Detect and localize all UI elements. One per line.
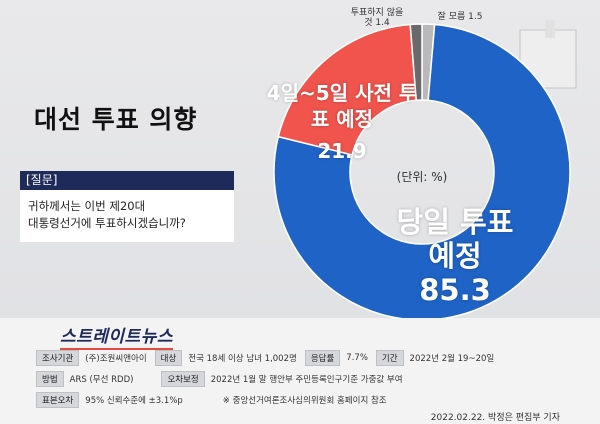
info-label: 표본오차 bbox=[36, 392, 80, 408]
info-label: 조사기관 bbox=[36, 350, 80, 366]
info-row: 표본오차 95% 신뢰수준에 ±3.1%p ※ 중앙선거여론조사심의위원회 홈페… bbox=[36, 392, 395, 408]
info-value: (주)조원씨앤아이 bbox=[85, 354, 147, 364]
info-value: ARS (무선 RDD) bbox=[69, 375, 134, 385]
info-label: 대상 bbox=[154, 350, 183, 366]
slice-label: 잘 모름 1.5 bbox=[420, 12, 500, 22]
info-label: 응답률 bbox=[304, 350, 341, 366]
info-value: 7.7% bbox=[346, 353, 368, 363]
category-label: 투표하지 않을 것 bbox=[350, 8, 404, 28]
donut-slice bbox=[277, 23, 418, 156]
category-label: 4일~5일 사전 투표 예정 bbox=[266, 81, 418, 131]
unit-label: (단위: %) bbox=[396, 170, 448, 184]
value-label: 1.4 bbox=[375, 18, 390, 28]
info-value: 전국 18세 이상 남녀 1,002명 bbox=[188, 354, 297, 364]
donut-slice bbox=[273, 23, 571, 321]
info-row: 조사기관 (주)조원씨앤아이 대상 전국 18세 이상 남녀 1,002명 응답… bbox=[36, 350, 502, 366]
info-note: ※ 중앙선거여론조사심의위원회 홈페이지 참조 bbox=[222, 396, 387, 406]
question-line: 귀하께서는 이번 제20대 bbox=[28, 199, 146, 213]
category-label: 당일 투표 예정 bbox=[396, 205, 514, 273]
footer: 2022.02.22. 박정은 편집부 기자 bbox=[430, 413, 560, 423]
info-value: 2022년 1월 말 행안부 주민등록인구기준 가중값 부여 bbox=[210, 375, 403, 385]
donut-slice bbox=[409, 23, 423, 102]
info-panel bbox=[0, 318, 600, 424]
category-label: 잘 모름 bbox=[437, 12, 466, 22]
slice-label: 당일 투표 예정 85.3 bbox=[380, 205, 530, 307]
info-label: 방법 bbox=[36, 371, 64, 387]
question-line: 대통령선거에 투표하시겠습니까? bbox=[28, 216, 186, 230]
info-row: 방법 ARS (무선 RDD) 오차보정 2022년 1월 말 행안부 주민등록… bbox=[36, 371, 411, 387]
info-value: 2022년 2월 19~20일 bbox=[409, 354, 495, 364]
question-box: 귀하께서는 이번 제20대 대통령선거에 투표하시겠습니까? bbox=[20, 190, 234, 242]
value-label: 21.9 bbox=[317, 139, 367, 163]
question-header: [질문] bbox=[20, 171, 234, 190]
chart-title: 대선 투표 의향 bbox=[34, 105, 198, 134]
info-label: 기간 bbox=[375, 350, 404, 366]
info-value: 95% 신뢰수준에 ±3.1%p bbox=[85, 396, 183, 406]
slice-label: 투표하지 않을 것 1.4 bbox=[350, 8, 404, 28]
slice-label: 4일~5일 사전 투표 예정 21.9 bbox=[262, 80, 422, 164]
value-label: 85.3 bbox=[419, 273, 491, 307]
ballot-paper bbox=[545, 20, 555, 38]
info-label: 오차보정 bbox=[161, 371, 205, 387]
logo: 스트레이트뉴스 bbox=[60, 322, 173, 350]
value-label: 1.5 bbox=[468, 12, 483, 22]
